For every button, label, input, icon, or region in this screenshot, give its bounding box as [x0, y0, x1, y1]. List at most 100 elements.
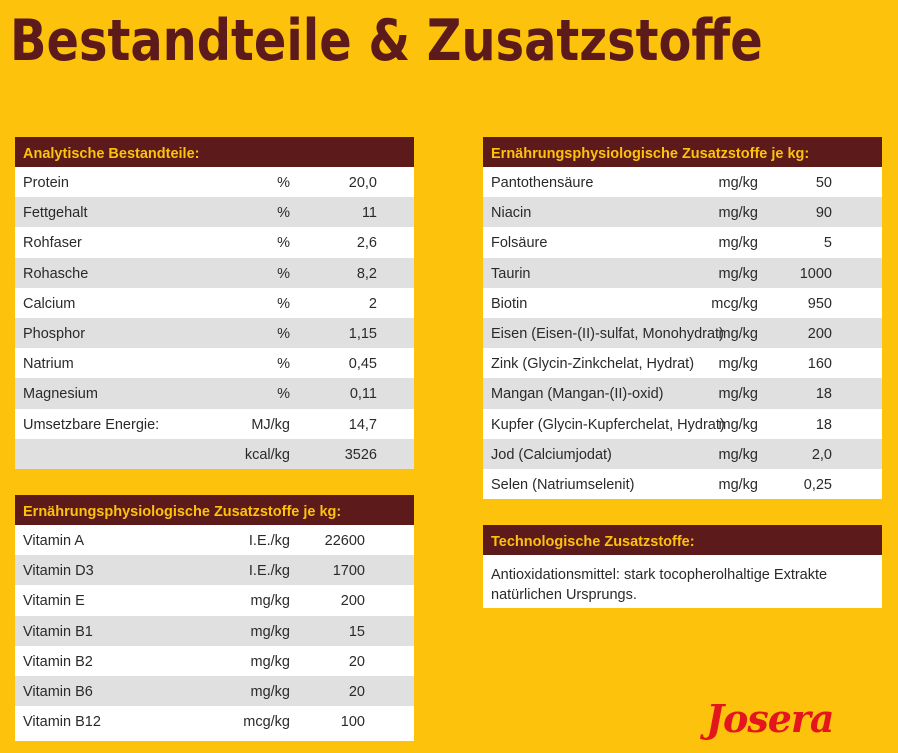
- table-row: Umsetzbare Energie: MJ/kg 14,7: [15, 409, 414, 439]
- table-row: Vitamin D3 I.E./kg 1700: [15, 555, 414, 586]
- row-unit: %: [277, 175, 290, 191]
- table-row: Fettgehalt% 11: [15, 197, 414, 228]
- table-row: Vitamin A I.E./kg 22600: [15, 525, 414, 555]
- row-name: Vitamin D3: [23, 563, 94, 580]
- technological-header: Technologische Zusatzstoffe:: [483, 525, 882, 555]
- row-unit: I.E./kg: [248, 533, 290, 549]
- row-unit: mcg/kg: [243, 714, 290, 731]
- row-value: 50: [815, 175, 832, 191]
- table-row: Phosphor% 1,15: [15, 317, 414, 349]
- table-row: Vitamin B1 mg/kg 15: [15, 615, 414, 646]
- table-row: Vitamin B6 mg/kg 20: [15, 675, 414, 707]
- row-value: 22600: [324, 533, 365, 549]
- row-unit: mg/kg: [718, 416, 759, 433]
- row-value: 160: [807, 356, 832, 373]
- row-unit: mg/kg: [718, 175, 759, 191]
- table-row: Vitamin E mg/kg 200: [15, 585, 414, 615]
- technological-text: Antioxidationsmittel: stark tocopherolha…: [483, 555, 882, 605]
- row-name: Taurin: [491, 265, 531, 282]
- table-row: Magnesium% 0,11: [15, 378, 414, 409]
- row-name: Niacin: [491, 205, 532, 222]
- row-value: 100: [340, 714, 365, 731]
- row-name: Selen (Natriumselenit): [491, 476, 635, 493]
- row-unit: mg/kg: [250, 623, 291, 640]
- table-row: Rohfaser% 2,6: [15, 227, 414, 257]
- row-name: Rohasche: [23, 265, 89, 282]
- row-name: Jod (Calciumjodat): [491, 446, 612, 463]
- row-unit: mg/kg: [718, 476, 759, 493]
- row-value: 14,7: [348, 416, 377, 433]
- row-name: Rohfaser: [23, 235, 82, 252]
- row-unit: mg/kg: [250, 593, 291, 610]
- table-row: Kupfer (Glycin-Kupferchelat, Hydrat) mg/k…: [483, 409, 882, 439]
- row-value: 1,15: [348, 325, 377, 342]
- row-unit: %: [277, 265, 290, 282]
- minerals-table: Pantothensäure mg/kg 50 Niacin mg/kg 90 Folsäu…: [483, 167, 882, 499]
- row-value: 20: [348, 653, 365, 670]
- row-value: 18: [815, 416, 832, 433]
- row-unit: mg/kg: [718, 265, 759, 282]
- table-row: Vitamin B12 mcg/kg 100: [15, 706, 414, 736]
- row-name: Vitamin A: [23, 533, 84, 549]
- row-name: Folsäure: [491, 235, 548, 252]
- row-name: Magnesium: [23, 386, 98, 403]
- row-value: 0,11: [349, 386, 377, 403]
- table-row: Taurin mg/kg 1000: [483, 257, 882, 288]
- table-row: Pantothensäure mg/kg 50: [483, 167, 882, 197]
- table-row: Eisen (Eisen-(II)-sulfat, Monohydrat) mg/…: [483, 317, 882, 349]
- row-value: 3526: [344, 446, 377, 463]
- table-row: Rohasche% 8,2: [15, 257, 414, 288]
- minerals-panel: Ernährungsphysiologische Zusatzstoffe je…: [483, 137, 882, 499]
- table-row: Jod (Calciumjodat) mg/kg 2,0: [483, 438, 882, 469]
- row-value: 0,45: [348, 356, 377, 373]
- row-name: Vitamin B2: [23, 653, 93, 670]
- row-unit: mg/kg: [718, 205, 759, 222]
- row-value: 90: [815, 205, 832, 222]
- row-name: Umsetzbare Energie:: [23, 416, 160, 433]
- table-row: Vitamin B2 mg/kg 20: [15, 646, 414, 676]
- row-unit: %: [277, 235, 290, 252]
- row-name: Calcium: [23, 295, 76, 312]
- row-unit: I.E./kg: [248, 563, 290, 580]
- row-unit: %: [277, 386, 290, 403]
- row-value: 8,2: [356, 265, 377, 282]
- row-value: 2: [368, 295, 377, 312]
- row-value: 2,0: [811, 446, 832, 463]
- row-name: Phosphor: [23, 325, 86, 342]
- row-name: Vitamin E: [23, 593, 85, 610]
- row-name: Kupfer (Glycin-Kupferchelat, Hydrat): [491, 416, 725, 433]
- row-unit: mg/kg: [718, 356, 759, 373]
- row-unit: mg/kg: [250, 683, 291, 700]
- row-name: Mangan (Mangan-(II)-oxid): [491, 386, 664, 403]
- josera-logo: Josera: [706, 696, 835, 741]
- analytical-table: Protein% 20,0 Fettgehalt% 11 Rohfaser% 2,6 Roh…: [15, 167, 414, 469]
- row-unit: kcal/kg: [244, 446, 290, 463]
- row-value: 200: [807, 325, 832, 342]
- vitamins-panel: Ernährungsphysiologische Zusatzstoffe je…: [15, 495, 414, 741]
- row-name: Vitamin B1: [23, 623, 93, 640]
- analytical-header: Analytische Bestandteile:: [15, 137, 414, 167]
- row-unit: mg/kg: [718, 386, 759, 403]
- analytical-panel: Analytische Bestandteile: Protein% 20,0 Fe…: [15, 137, 414, 469]
- row-unit: %: [277, 295, 290, 312]
- technological-text-line1: Antioxidationsmittel: stark tocopherolha…: [491, 567, 828, 583]
- row-name: Pantothensäure: [491, 175, 594, 191]
- row-unit: %: [277, 356, 290, 373]
- table-row: Calcium% 2: [15, 288, 414, 318]
- table-row: kcal/kg 3526: [15, 438, 414, 469]
- page-title: Bestandteile & Zusatzstoffe: [10, 8, 763, 74]
- row-unit: mg/kg: [718, 235, 759, 252]
- row-unit: MJ/kg: [251, 416, 290, 433]
- row-name: Vitamin B12: [23, 714, 101, 731]
- row-unit: %: [277, 325, 290, 342]
- row-value: 1000: [799, 265, 832, 282]
- row-name: Natrium: [23, 356, 74, 373]
- technological-text-line2: natürlichen Ursprungs.: [491, 587, 637, 603]
- row-name: Eisen (Eisen-(II)-sulfat, Monohydrat): [491, 325, 724, 342]
- row-value: 18: [815, 386, 832, 403]
- table-row: Natrium% 0,45: [15, 348, 414, 378]
- row-name: Biotin: [491, 295, 528, 312]
- table-row: Protein% 20,0: [15, 167, 414, 197]
- vitamins-header: Ernährungsphysiologische Zusatzstoffe je…: [15, 495, 414, 525]
- row-value: 1700: [332, 563, 365, 580]
